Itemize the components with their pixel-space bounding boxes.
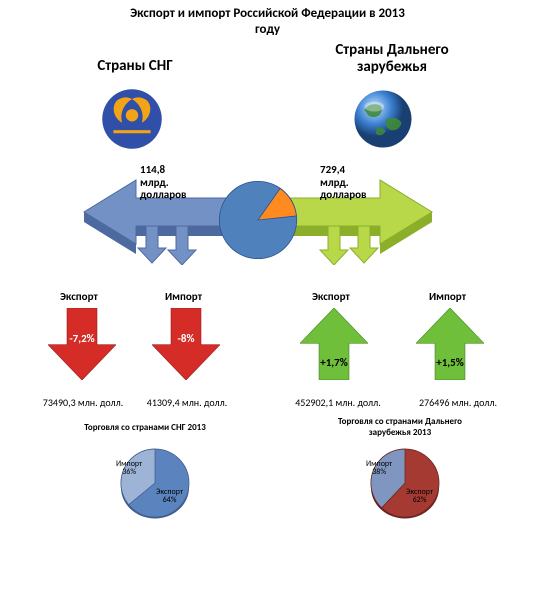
title-line-2: году [0, 22, 535, 38]
far-mini-import-lbl: Импорт 38% [366, 460, 392, 477]
page-title: Экспорт и импорт Российской Федерации в … [0, 0, 535, 37]
far-export-pct: +1,7% [300, 356, 368, 369]
far-import-value: 276496 млн. долл. [398, 396, 518, 409]
heading-cis: Страны СНГ [75, 58, 195, 75]
cis-mini-import-lbl: Импорт 36% [116, 460, 142, 477]
cis-import-label: Импорт [165, 290, 202, 303]
main-pie-chart [216, 178, 300, 262]
cis-mini-title: Торговля со странами СНГ 2013 [60, 422, 230, 433]
far-export-label: Экспорт [312, 290, 350, 303]
far-import-pct: +1,5% [416, 356, 484, 369]
cis-logo-icon [101, 88, 163, 150]
far-mini-export-lbl: Экспорт 62% [406, 488, 433, 505]
cis-mini-export-lbl: Экспорт 64% [156, 488, 183, 505]
cis-import-pct: -8% [152, 332, 220, 345]
far-mini-pie [368, 446, 442, 520]
far-mini-title: Торговля со странами Дальнего зарубежья … [310, 416, 490, 438]
far-import-label: Импорт [429, 290, 466, 303]
title-line-1: Экспорт и импорт Российской Федерации в … [0, 6, 535, 22]
arrow-up-icon [416, 308, 484, 380]
heading-far: Страны Дальнего зарубежья [302, 42, 482, 77]
cis-total: 114,8 млрд. долларов [140, 164, 186, 202]
far-total: 729,4 млрд. долларов [320, 164, 366, 202]
cis-mini-pie [118, 446, 192, 520]
cis-export-label: Экспорт [60, 290, 98, 303]
far-export-value: 452902,1 млн. долл. [278, 396, 398, 409]
arrow-up-icon [300, 308, 368, 380]
cis-export-value: 73490,3 млн. долл. [28, 396, 138, 409]
cis-export-pct: -7,2% [48, 332, 116, 345]
cis-import-value: 41309,4 млн. долл. [132, 396, 242, 409]
globe-icon [352, 88, 414, 150]
